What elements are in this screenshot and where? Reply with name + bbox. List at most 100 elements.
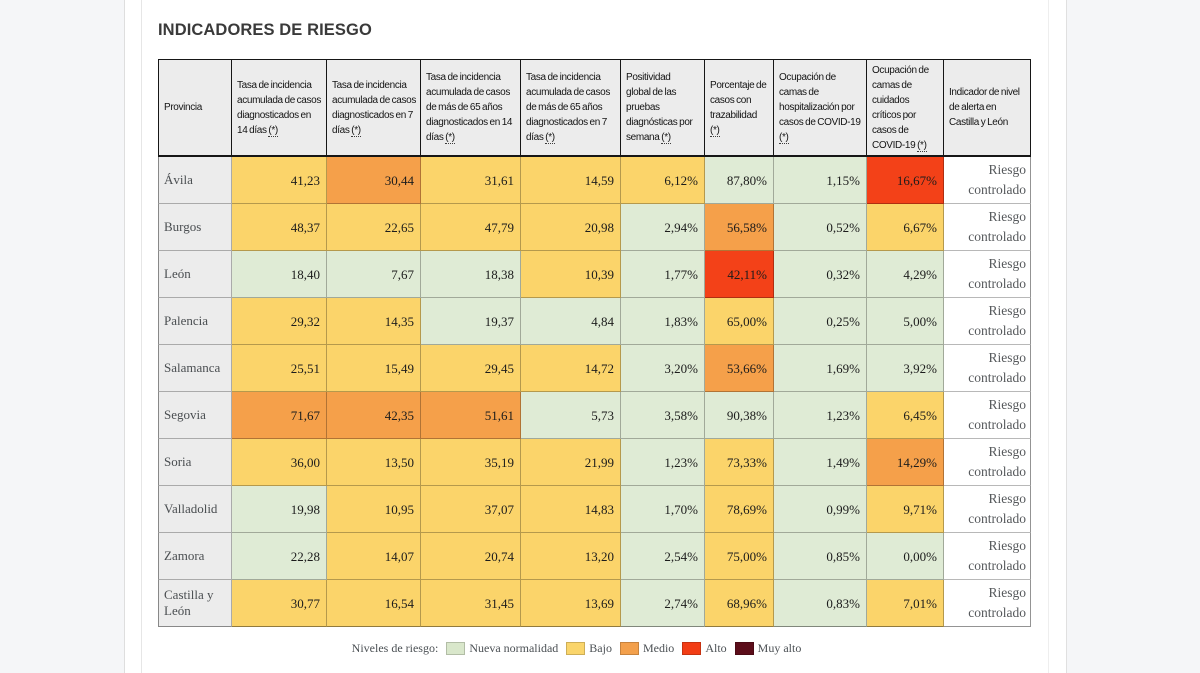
- province-name: Castilla y León: [158, 580, 232, 627]
- value-cell: 2,54%: [621, 533, 705, 580]
- value-cell: 22,65: [327, 204, 421, 251]
- value-cell: 31,45: [421, 580, 521, 627]
- value-cell: 0,83%: [774, 580, 867, 627]
- value-cell: 7,01%: [867, 580, 944, 627]
- value-cell: 21,99: [521, 439, 621, 486]
- value-cell: 14,59: [521, 157, 621, 204]
- value-cell: 48,37: [232, 204, 327, 251]
- value-cell: 16,54: [327, 580, 421, 627]
- legend-item-nueva-normalidad: Nueva normalidad: [446, 641, 558, 656]
- footnote-marker[interactable]: (*): [710, 124, 720, 137]
- section-title: INDICADORES DE RIESGO: [158, 21, 372, 39]
- footnote-marker[interactable]: (*): [268, 124, 278, 137]
- value-cell: 42,35: [327, 392, 421, 439]
- alert-level-cell: Riesgo controlado: [944, 157, 1031, 204]
- legend-item-label: Nueva normalidad: [469, 641, 559, 655]
- value-cell: 78,69%: [705, 486, 774, 533]
- province-name: Salamanca: [158, 345, 232, 392]
- value-cell: 14,35: [327, 298, 421, 345]
- alert-level-cell: Riesgo controlado: [944, 204, 1031, 251]
- alert-level-cell: Riesgo controlado: [944, 345, 1031, 392]
- value-cell: 56,58%: [705, 204, 774, 251]
- value-cell: 14,29%: [867, 439, 944, 486]
- province-name: Valladolid: [158, 486, 232, 533]
- province-name: León: [158, 251, 232, 298]
- value-cell: 6,12%: [621, 157, 705, 204]
- column-header-1: Tasa de incidencia acumulada de casos di…: [232, 59, 327, 157]
- column-header-7: Ocupación de camas de hospitalización po…: [774, 59, 867, 157]
- value-cell: 13,20: [521, 533, 621, 580]
- value-cell: 1,15%: [774, 157, 867, 204]
- legend-swatch-alto: [682, 642, 702, 655]
- province-name: Soria: [158, 439, 232, 486]
- legend-item-muy-alto: Muy alto: [734, 641, 802, 656]
- value-cell: 13,69: [521, 580, 621, 627]
- value-cell: 51,61: [421, 392, 521, 439]
- value-cell: 47,79: [421, 204, 521, 251]
- legend-label: Niveles de riesgo:: [351, 641, 439, 655]
- value-cell: 16,67%: [867, 157, 944, 204]
- value-cell: 3,58%: [621, 392, 705, 439]
- value-cell: 18,38: [421, 251, 521, 298]
- column-header-0: Provincia: [158, 59, 232, 157]
- value-cell: 25,51: [232, 345, 327, 392]
- table-header: Provincia Tasa de incidencia acumulada de…: [158, 59, 1031, 157]
- value-cell: 18,40: [232, 251, 327, 298]
- legend-item-label: Muy alto: [757, 641, 802, 655]
- value-cell: 2,94%: [621, 204, 705, 251]
- legend-swatch-muy-alto: [734, 642, 754, 655]
- value-cell: 0,85%: [774, 533, 867, 580]
- value-cell: 68,96%: [705, 580, 774, 627]
- value-cell: 87,80%: [705, 157, 774, 204]
- value-cell: 1,69%: [774, 345, 867, 392]
- province-name: Zamora: [158, 533, 232, 580]
- province-name: Ávila: [158, 157, 232, 204]
- column-header-9: Indicador de nivel de alerta en Castilla…: [944, 59, 1031, 157]
- value-cell: 65,00%: [705, 298, 774, 345]
- value-cell: 0,32%: [774, 251, 867, 298]
- value-cell: 0,25%: [774, 298, 867, 345]
- value-cell: 2,74%: [621, 580, 705, 627]
- value-cell: 4,84: [521, 298, 621, 345]
- legend-item-medio: Medio: [619, 641, 674, 656]
- table-row-palencia: Palencia 29,32 14,35 19,37 4,84 1,83% 65,00% 0,…: [158, 298, 1031, 345]
- value-cell: 1,49%: [774, 439, 867, 486]
- table-row--vila: Ávila 41,23 30,44 31,61 14,59 6,12% 87,80% 1,15…: [158, 157, 1031, 204]
- province-name: Palencia: [158, 298, 232, 345]
- footnote-marker[interactable]: (*): [351, 124, 361, 137]
- alert-level-cell: Riesgo controlado: [944, 486, 1031, 533]
- value-cell: 29,32: [232, 298, 327, 345]
- value-cell: 36,00: [232, 439, 327, 486]
- value-cell: 5,00%: [867, 298, 944, 345]
- value-cell: 37,07: [421, 486, 521, 533]
- value-cell: 1,70%: [621, 486, 705, 533]
- alert-level-cell: Riesgo controlado: [944, 439, 1031, 486]
- value-cell: 1,23%: [621, 439, 705, 486]
- value-cell: 71,67: [232, 392, 327, 439]
- footnote-marker[interactable]: (*): [661, 132, 671, 144]
- alert-level-cell: Riesgo controlado: [944, 580, 1031, 627]
- value-cell: 20,74: [421, 533, 521, 580]
- value-cell: 1,77%: [621, 251, 705, 298]
- value-cell: 90,38%: [705, 392, 774, 439]
- alert-level-cell: Riesgo controlado: [944, 251, 1031, 298]
- value-cell: 14,83: [521, 486, 621, 533]
- footnote-marker[interactable]: (*): [545, 132, 555, 144]
- value-cell: 3,92%: [867, 345, 944, 392]
- value-cell: 10,95: [327, 486, 421, 533]
- value-cell: 6,67%: [867, 204, 944, 251]
- value-cell: 42,11%: [705, 251, 774, 298]
- value-cell: 1,83%: [621, 298, 705, 345]
- value-cell: 0,00%: [867, 533, 944, 580]
- footnote-marker[interactable]: (*): [445, 132, 455, 144]
- value-cell: 14,07: [327, 533, 421, 580]
- footnote-marker[interactable]: (*): [779, 132, 789, 144]
- province-name: Burgos: [158, 204, 232, 251]
- footnote-marker[interactable]: (*): [917, 139, 927, 152]
- value-cell: 29,45: [421, 345, 521, 392]
- table-row-zamora: Zamora 22,28 14,07 20,74 13,20 2,54% 75,00% 0,8…: [158, 533, 1031, 580]
- value-cell: 20,98: [521, 204, 621, 251]
- risk-legend: Niveles de riesgo: Nueva normalidad Bajo M…: [140, 641, 1013, 656]
- legend-swatch-nueva-normalidad: [446, 642, 466, 655]
- alert-level-cell: Riesgo controlado: [944, 533, 1031, 580]
